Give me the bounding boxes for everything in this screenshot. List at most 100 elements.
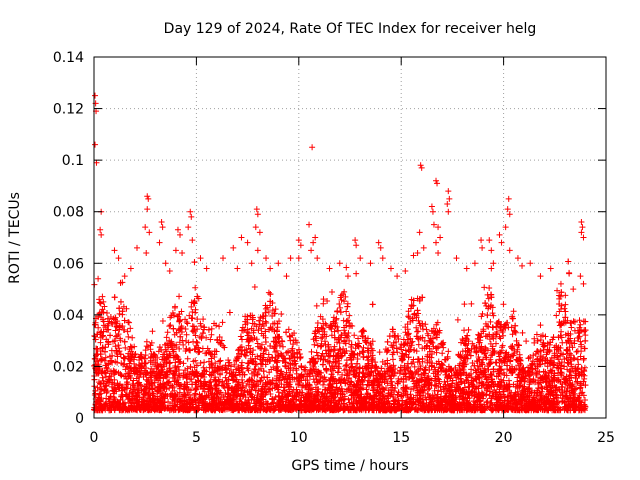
data-point	[178, 323, 185, 330]
data-point	[478, 237, 485, 244]
data-point	[349, 323, 356, 330]
data-point	[445, 188, 452, 195]
data-point	[373, 363, 380, 370]
data-point	[238, 327, 245, 334]
data-point	[120, 303, 127, 310]
data-point	[313, 349, 320, 356]
data-point	[295, 237, 302, 244]
data-point	[239, 379, 246, 386]
data-point	[104, 309, 110, 316]
data-point	[429, 208, 436, 215]
data-point	[391, 388, 398, 395]
data-point	[203, 265, 210, 272]
data-point	[423, 326, 430, 333]
data-point	[504, 206, 511, 213]
data-point	[471, 260, 478, 267]
data-point	[280, 376, 287, 383]
data-point	[216, 323, 223, 330]
data-point	[537, 273, 544, 280]
data-point	[394, 392, 401, 399]
data-point	[485, 295, 492, 302]
data-point	[419, 334, 426, 341]
data-point	[433, 239, 440, 246]
data-point	[96, 296, 103, 303]
data-point	[189, 309, 196, 316]
data-point	[192, 284, 199, 291]
data-point	[220, 255, 227, 262]
data-point	[344, 371, 351, 378]
data-point	[580, 318, 587, 325]
data-point	[97, 226, 104, 233]
data-point	[253, 378, 260, 385]
data-point	[418, 164, 425, 171]
data-point	[127, 385, 134, 392]
data-point	[557, 280, 564, 287]
data-point	[581, 345, 588, 352]
data-points	[91, 92, 589, 414]
data-point	[495, 350, 502, 357]
data-point	[463, 265, 470, 272]
data-point	[488, 265, 495, 272]
data-point	[256, 229, 263, 236]
data-point	[287, 337, 294, 344]
data-point	[384, 380, 391, 387]
data-point	[500, 301, 507, 308]
data-point	[254, 211, 261, 218]
data-point	[167, 322, 174, 329]
data-point	[446, 195, 453, 202]
data-point	[379, 255, 386, 262]
data-point	[579, 224, 586, 231]
data-point	[243, 346, 250, 353]
data-point	[208, 331, 215, 338]
data-point	[343, 308, 350, 315]
data-point	[117, 335, 124, 342]
data-point	[115, 342, 122, 349]
data-point	[265, 309, 272, 316]
data-point	[94, 384, 101, 391]
data-point	[461, 301, 468, 308]
data-point	[352, 237, 359, 244]
data-point	[95, 275, 102, 282]
data-point	[505, 195, 512, 202]
data-point	[395, 335, 402, 342]
data-point	[345, 396, 352, 403]
data-point	[336, 340, 343, 347]
data-point	[112, 327, 119, 334]
data-point	[144, 206, 151, 213]
data-point	[343, 264, 350, 271]
data-point	[172, 247, 179, 254]
data-point	[238, 234, 245, 241]
data-point	[144, 378, 151, 385]
data-point	[179, 249, 186, 256]
data-point	[194, 339, 201, 346]
data-point	[273, 327, 280, 334]
data-point	[344, 273, 351, 280]
data-point	[570, 286, 577, 293]
data-point	[283, 369, 290, 376]
data-point	[490, 260, 497, 267]
data-point	[357, 255, 364, 262]
data-point	[367, 260, 374, 267]
data-point	[377, 244, 384, 251]
data-point	[98, 231, 105, 238]
data-point	[269, 312, 276, 319]
data-point	[211, 368, 218, 375]
data-point	[560, 351, 567, 358]
data-point	[414, 249, 421, 256]
data-point	[115, 255, 122, 262]
data-point	[428, 203, 435, 210]
data-point	[573, 348, 580, 355]
data-point	[558, 370, 565, 377]
data-point	[122, 344, 129, 351]
data-point	[413, 368, 420, 375]
data-point	[326, 265, 333, 272]
data-point	[252, 224, 259, 231]
data-point	[185, 224, 192, 231]
data-point	[537, 322, 544, 329]
data-point	[351, 332, 358, 339]
data-point	[314, 255, 321, 262]
data-point	[180, 341, 187, 348]
data-point	[263, 255, 270, 262]
data-point	[581, 375, 588, 382]
